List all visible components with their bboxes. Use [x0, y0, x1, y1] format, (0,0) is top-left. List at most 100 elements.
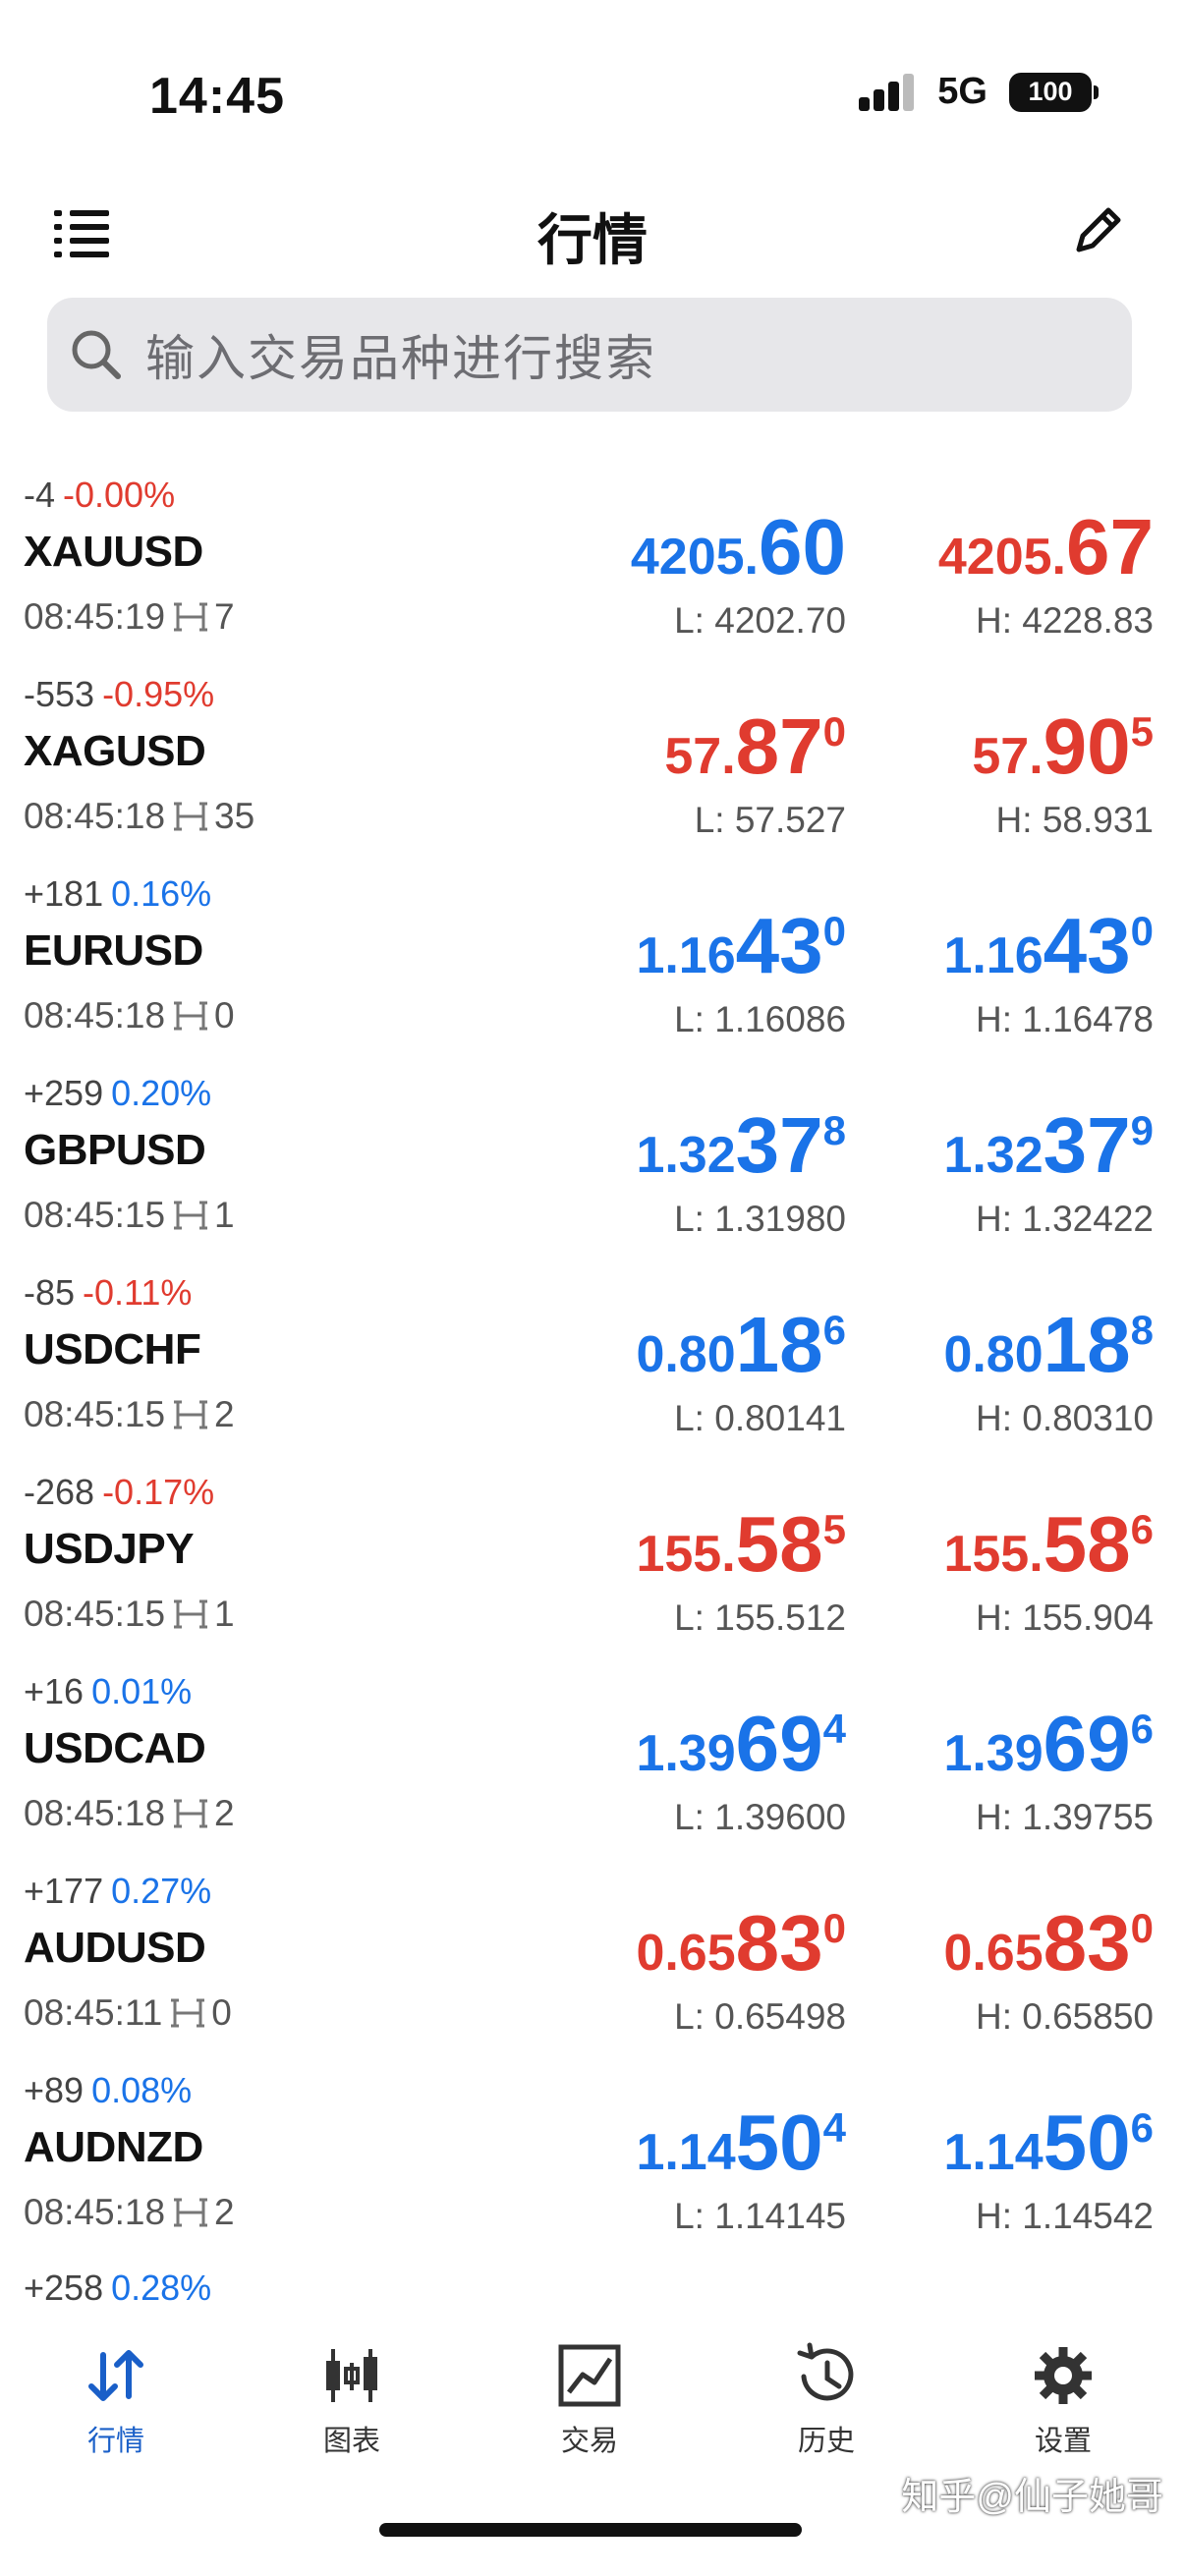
bid-price[interactable]: 0.65830 — [636, 1898, 846, 1988]
high-price: H: 1.14542 — [975, 2196, 1154, 2236]
price-pips: 50 — [735, 2099, 823, 2186]
symbol-name: USDJPY — [24, 1525, 195, 1573]
symbol-name: USDCAD — [24, 1724, 206, 1772]
ask-price[interactable]: 1.16430 — [943, 901, 1154, 991]
menu-list-icon[interactable] — [54, 206, 109, 257]
price-prefix: 57. — [972, 728, 1044, 785]
price-fraction: 6 — [1130, 1706, 1154, 1752]
price-pips: 37 — [735, 1101, 823, 1189]
status-indicators: 5G 100 — [859, 71, 1099, 113]
network-label: 5G — [937, 71, 988, 112]
tab-charts[interactable]: 图表 — [273, 2341, 430, 2459]
ask-price[interactable]: 57.905 — [972, 701, 1154, 792]
tab-label: 历史 — [797, 2426, 855, 2457]
change-percent: -0.95% — [102, 674, 215, 714]
bid-price[interactable]: 1.14504 — [636, 2098, 846, 2188]
low-price: L: 57.527 — [694, 800, 846, 840]
high-price: H: 58.931 — [995, 800, 1154, 840]
change-line: -268 -0.17% — [24, 1472, 214, 1513]
tab-label: 行情 — [86, 2426, 144, 2457]
ask-price[interactable]: 1.39696 — [943, 1699, 1154, 1789]
price-pips: 69 — [735, 1700, 823, 1787]
quote-time: 08:45:18 — [24, 2192, 166, 2232]
high-price: H: 1.16478 — [975, 999, 1154, 1039]
quote-row[interactable]: -553 -0.95% XAGUSD 08:45:18 35 57.870 57.905 L:… — [0, 664, 1185, 864]
tab-label: 设置 — [1034, 2426, 1092, 2457]
change-percent: 0.01% — [91, 1671, 193, 1711]
ask-price[interactable]: 0.80188 — [943, 1300, 1154, 1390]
high-price: H: 1.32422 — [975, 1199, 1154, 1239]
candlestick-icon — [326, 2349, 377, 2402]
price-fraction: 4 — [822, 1706, 846, 1752]
low-price: L: 1.31980 — [674, 1199, 846, 1239]
change-percent: -0.00% — [63, 475, 176, 515]
quote-list[interactable]: -4 -0.00% XAUUSD 08:45:19 7 4205.60 4205.67 L: … — [0, 465, 1185, 2322]
change-percent: 0.20% — [111, 1073, 212, 1113]
search-input[interactable]: 输入交易品种进行搜索 — [47, 298, 1132, 412]
change-line: +89 0.08% — [24, 2070, 192, 2111]
edit-pencil-icon[interactable] — [1069, 200, 1128, 259]
change-percent: 0.27% — [111, 1871, 212, 1911]
quote-row[interactable]: -85 -0.11% USDCHF 08:45:15 2 0.80186 0.80188 L:… — [0, 1262, 1185, 1462]
tab-label: 交易 — [560, 2426, 618, 2457]
price-prefix: 1.14 — [636, 2124, 736, 2181]
ask-price[interactable]: 0.65830 — [943, 1898, 1154, 1988]
quote-time-line: 08:45:15 1 — [24, 1195, 235, 1236]
tab-trade[interactable]: 交易 — [511, 2341, 668, 2459]
tab-settings[interactable]: 设置 — [985, 2341, 1142, 2459]
quote-row[interactable]: +258 0.28% — [0, 2260, 1185, 2322]
gear-icon — [1035, 2347, 1092, 2404]
price-fraction: 0 — [822, 908, 846, 954]
low-price: L: 0.65498 — [674, 1996, 846, 2037]
price-prefix: 4205. — [630, 529, 760, 586]
spread-value: 2 — [214, 1793, 235, 1833]
bid-price[interactable]: 155.585 — [636, 1499, 846, 1590]
search-placeholder: 输入交易品种进行搜索 — [145, 331, 656, 386]
home-indicator[interactable] — [379, 2523, 802, 2537]
change-points: +16 — [24, 1671, 85, 1711]
quote-row[interactable]: +177 0.27% AUDUSD 08:45:11 0 0.65830 0.65830 L:… — [0, 1861, 1185, 2060]
spread-icon — [170, 1996, 205, 2030]
quote-time: 08:45:19 — [24, 596, 166, 637]
bid-price[interactable]: 4205.60 — [631, 502, 846, 592]
quote-time: 08:45:15 — [24, 1394, 166, 1434]
price-pips: 37 — [1043, 1101, 1131, 1189]
ask-price[interactable]: 4205.67 — [938, 502, 1154, 592]
price-fraction: 6 — [1130, 2104, 1154, 2151]
bid-price[interactable]: 1.32378 — [636, 1100, 846, 1191]
price-pips: 18 — [735, 1301, 823, 1388]
tab-history[interactable]: 历史 — [748, 2341, 905, 2459]
change-points: +181 — [24, 873, 104, 914]
low-price: L: 1.16086 — [674, 999, 846, 1039]
price-prefix: 57. — [664, 728, 736, 785]
quote-time-line: 08:45:18 2 — [24, 1793, 235, 1834]
low-price: L: 4202.70 — [674, 600, 846, 641]
quote-row[interactable]: +181 0.16% EURUSD 08:45:18 0 1.16430 1.16430 L:… — [0, 864, 1185, 1063]
ask-price[interactable]: 155.586 — [943, 1499, 1154, 1590]
bid-price[interactable]: 1.39694 — [636, 1699, 846, 1789]
ask-price[interactable]: 1.14506 — [943, 2098, 1154, 2188]
quote-row[interactable]: +16 0.01% USDCAD 08:45:18 2 1.39694 1.39696 L: … — [0, 1661, 1185, 1861]
tab-quotes[interactable]: 行情 — [37, 2341, 195, 2459]
quote-time-line: 08:45:18 0 — [24, 995, 235, 1036]
tab-bar: 行情 图表 交易 历史 设 — [0, 2322, 1185, 2576]
quote-row[interactable]: +89 0.08% AUDNZD 08:45:18 2 1.14504 1.14506 L: … — [0, 2060, 1185, 2260]
change-line: +181 0.16% — [24, 873, 211, 915]
price-fraction: 4 — [822, 2104, 846, 2151]
low-price: L: 1.39600 — [674, 1797, 846, 1837]
bid-price[interactable]: 1.16430 — [636, 901, 846, 991]
quote-row[interactable]: -4 -0.00% XAUUSD 08:45:19 7 4205.60 4205.67 L: … — [0, 465, 1185, 664]
price-prefix: 0.80 — [943, 1326, 1044, 1383]
ask-price[interactable]: 1.32379 — [943, 1100, 1154, 1191]
spread-value: 0 — [214, 995, 235, 1036]
watermark: 知乎@仙子她哥 — [901, 2477, 1163, 2518]
quote-time-line: 08:45:18 35 — [24, 796, 254, 837]
quote-time-line: 08:45:19 7 — [24, 596, 235, 638]
quote-row[interactable]: +259 0.20% GBPUSD 08:45:15 1 1.32378 1.32379 L:… — [0, 1063, 1185, 1262]
bid-price[interactable]: 57.870 — [664, 701, 846, 792]
app-header: 行情 — [0, 177, 1185, 285]
bid-price[interactable]: 0.80186 — [636, 1300, 846, 1390]
symbol-name: USDCHF — [24, 1325, 201, 1373]
quote-row[interactable]: -268 -0.17% USDJPY 08:45:15 1 155.585 155.586 L… — [0, 1462, 1185, 1661]
spread-value: 1 — [214, 1594, 235, 1634]
